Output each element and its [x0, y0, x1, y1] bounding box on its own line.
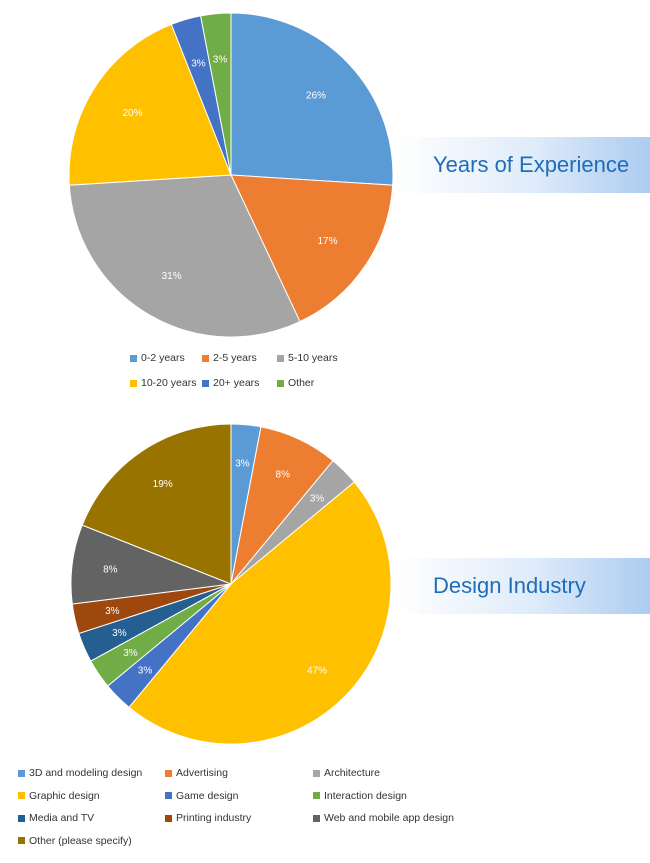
- design-industry-title: Design Industry: [395, 558, 650, 614]
- legend-item-advertising: Advertising: [165, 767, 228, 779]
- legend-label: 5-10 years: [288, 352, 338, 364]
- legend-swatch: [130, 354, 137, 362]
- legend-label: Architecture: [324, 767, 381, 779]
- legend-item-20-years: 20+ years: [202, 377, 259, 389]
- design-industry-pie: 3%8%3%47%3%3%3%3%8%19%: [70, 423, 392, 745]
- legend-item-game-design: Game design: [165, 790, 238, 802]
- data-label-2-5-years: 17%: [317, 236, 337, 247]
- data-label-10-20-years: 20%: [123, 108, 143, 119]
- legend-label: 20+ years: [213, 377, 260, 389]
- legend-swatch: [18, 792, 25, 799]
- legend-label: Graphic design: [29, 789, 100, 802]
- legend-swatch: [313, 814, 320, 822]
- legend-label: Game design: [176, 789, 239, 802]
- legend-item-2-5-years: 2-5 years: [202, 352, 257, 364]
- data-label-3d-and-modeling-design: 3%: [235, 458, 250, 469]
- legend-label: 10-20 years: [141, 377, 197, 389]
- data-label-media-and-tv: 3%: [112, 628, 127, 639]
- legend-item-3d-and-modeling-design: 3D and modeling design: [18, 767, 142, 779]
- data-label-game-design: 3%: [138, 665, 153, 676]
- legend-item-5-10-years: 5-10 years: [277, 352, 338, 364]
- pie-slice-other: [200, 12, 232, 176]
- legend-item-10-20-years: 10-20 years: [130, 377, 196, 389]
- legend-swatch: [277, 354, 284, 362]
- legend-swatch: [18, 837, 25, 844]
- data-label-architecture: 3%: [310, 494, 325, 505]
- legend-item-printing-industry: Printing industry: [165, 812, 251, 824]
- legend-label: Other: [288, 377, 315, 389]
- legend-swatch: [165, 792, 172, 799]
- data-label-20-years: 3%: [191, 58, 206, 69]
- legend-swatch: [313, 792, 320, 799]
- legend-swatch: [165, 769, 172, 777]
- legend-swatch: [202, 379, 209, 387]
- legend-swatch: [18, 814, 25, 822]
- pie-slice-10-20-years: [68, 23, 232, 186]
- legend-item-other-please-specify: Other (please specify): [18, 835, 132, 847]
- legend-swatch: [202, 354, 209, 362]
- legend-swatch: [165, 814, 172, 822]
- years-of-experience-title: Years of Experience: [395, 137, 650, 193]
- data-label-web-and-mobile-app-design: 8%: [103, 564, 118, 575]
- legend-label: 3D and modeling design: [29, 767, 143, 779]
- legend-item-other: Other: [277, 377, 314, 389]
- legend-swatch: [130, 379, 137, 387]
- legend-label: Other (please specify): [29, 834, 132, 847]
- legend-item-0-2-years: 0-2 years: [130, 352, 185, 364]
- legend-label: Advertising: [176, 767, 228, 779]
- data-label-5-10-years: 31%: [162, 271, 182, 282]
- legend-item-graphic-design: Graphic design: [18, 790, 100, 802]
- pie-slice-graphic-design: [128, 481, 392, 745]
- data-label-other: 3%: [213, 54, 228, 65]
- legend-label: Media and TV: [29, 812, 95, 824]
- legend-label: Web and mobile app design: [324, 812, 454, 824]
- legend-item-architecture: Architecture: [313, 767, 380, 779]
- legend-label: Printing industry: [176, 812, 252, 824]
- legend-label: 2-5 years: [213, 352, 257, 364]
- legend-item-media-and-tv: Media and TV: [18, 812, 94, 824]
- legend-item-web-and-mobile-app-design: Web and mobile app design: [313, 812, 454, 824]
- data-label-0-2-years: 26%: [306, 91, 326, 102]
- legend-swatch: [313, 769, 320, 777]
- data-label-other-please-specify: 19%: [153, 479, 173, 490]
- pie-slice-2-5-years: [230, 174, 394, 323]
- years-of-experience-pie: 26% 17% 31% 20% 3% 3%: [68, 12, 394, 338]
- legend-swatch: [18, 769, 25, 777]
- pie-slice-0-2-years: [230, 12, 394, 186]
- data-label-advertising: 8%: [276, 469, 291, 480]
- legend-label: Interaction design: [324, 789, 407, 802]
- data-label-graphic-design: 47%: [307, 665, 327, 676]
- legend-label: 0-2 years: [141, 352, 185, 364]
- pie-slice-5-10-years: [68, 174, 301, 338]
- data-label-interaction-design: 3%: [123, 648, 138, 659]
- data-label-printing-industry: 3%: [105, 606, 120, 617]
- legend-swatch: [277, 379, 284, 387]
- legend-item-interaction-design: Interaction design: [313, 790, 407, 802]
- pie-slice-other-please-specify: [81, 423, 232, 585]
